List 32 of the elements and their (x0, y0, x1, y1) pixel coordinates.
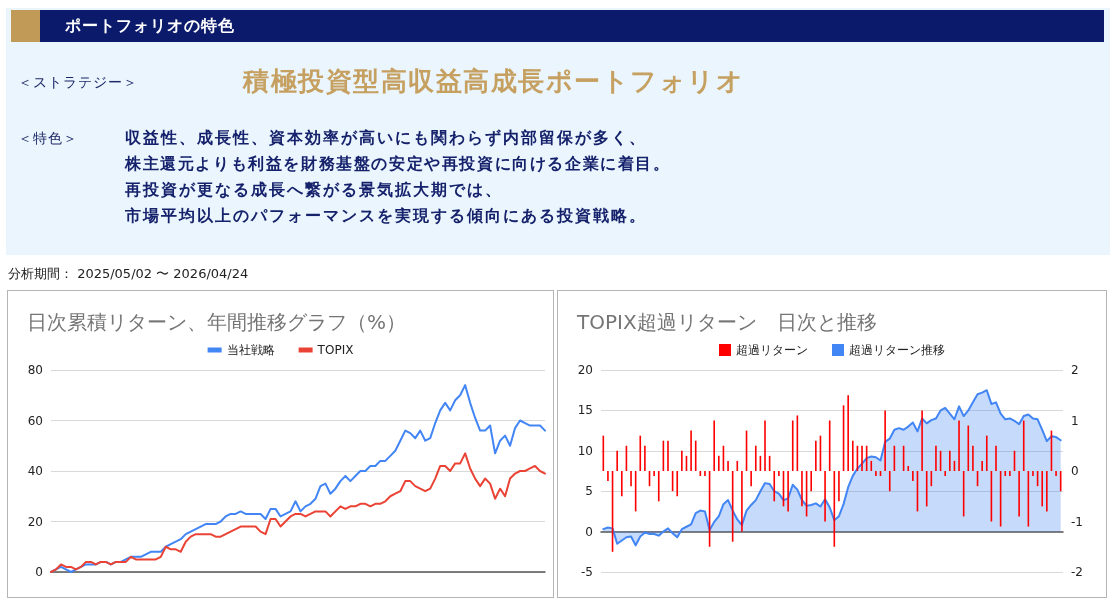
text: ＜特色＞ (18, 129, 78, 147)
text: 収益性、成長性、資本効率が高いにも関わらず内部留保が多く、 (125, 128, 647, 148)
y-tick-label: 80 (27, 363, 43, 377)
legend-label: 超過リターン (736, 343, 808, 357)
text: 分析期間： 2025/05/02 〜 2026/04/24 (8, 266, 249, 282)
y-tick-label: 0 (35, 565, 43, 579)
y-tick-label: 15 (577, 403, 593, 418)
text: 積極投資型高収益高成長ポートフォリオ (243, 66, 744, 98)
text: ポートフォリオの特色 (65, 16, 235, 36)
y-tick-label: 20 (577, 363, 593, 377)
y2-tick-label: 2 (1071, 363, 1079, 377)
y-tick-label: 20 (27, 514, 43, 529)
text: 再投資が更なる成長へ繋がる景気拡大期では、 (125, 180, 503, 200)
text: 市場平均以上のパフォーマンスを実現する傾向にある投資戦略。 (125, 206, 647, 226)
y2-tick-label: -2 (1071, 565, 1083, 579)
y2-tick-label: 1 (1071, 413, 1079, 428)
chart-title: TOPIX超過リターン 日次と推移 (576, 310, 877, 334)
legend-label: TOPIX (316, 343, 354, 357)
y-tick-label: 10 (577, 443, 593, 458)
text: 株主還元よりも利益を財務基盤の安定や再投資に向ける企業に着目。 (125, 154, 671, 174)
y-tick-label: -5 (581, 565, 593, 579)
chart-title: 日次累積リターン、年間推移グラフ（%） (27, 310, 407, 334)
line-series (50, 452, 546, 573)
y-tick-label: 0 (585, 524, 593, 539)
y-tick-label: 40 (27, 464, 43, 478)
legend-label: 当社戦略 (226, 343, 275, 357)
y-tick-label: 5 (585, 484, 593, 499)
legend-label: 超過リターン推移 (849, 343, 945, 357)
y-tick-label: 60 (27, 413, 43, 428)
y2-tick-label: 0 (1071, 464, 1079, 478)
y2-tick-label: -1 (1071, 514, 1083, 529)
text: ＜ストラテジー＞ (18, 73, 138, 91)
